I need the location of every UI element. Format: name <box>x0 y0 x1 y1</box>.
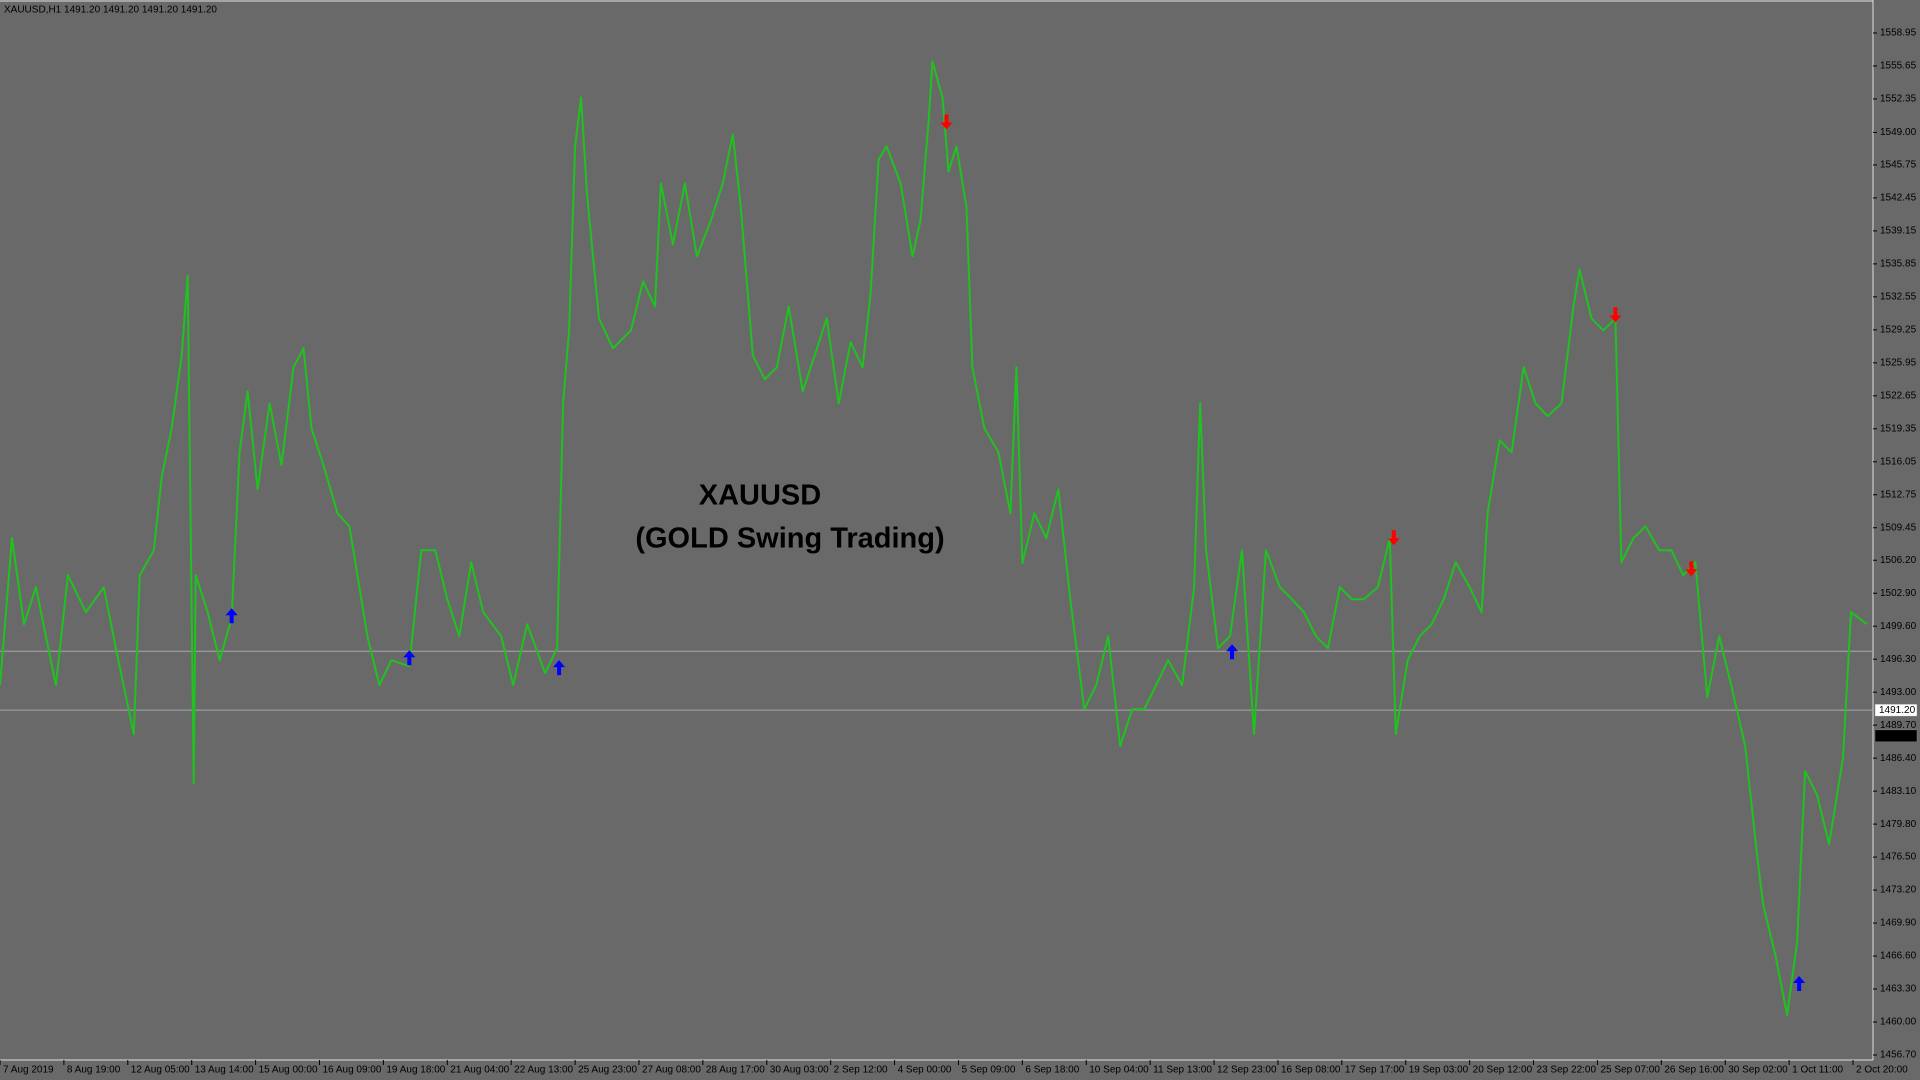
y-tick-label: 1483.10 <box>1880 786 1917 797</box>
x-tick-label: 25 Sep 07:00 <box>1600 1065 1660 1076</box>
x-tick-label: 16 Sep 08:00 <box>1281 1065 1341 1076</box>
y-tick-label: 1496.30 <box>1880 654 1917 665</box>
x-tick-label: 13 Aug 14:00 <box>195 1065 254 1076</box>
price-line-series <box>0 60 1868 1016</box>
x-tick-label: 19 Aug 18:00 <box>386 1065 445 1076</box>
x-tick-label: 16 Aug 09:00 <box>322 1065 381 1076</box>
x-tick-label: 22 Aug 13:00 <box>514 1065 573 1076</box>
y-tick-label: 1456.70 <box>1880 1050 1917 1061</box>
y-tick-label: 1539.15 <box>1880 226 1917 237</box>
x-tick-label: 2 Sep 12:00 <box>834 1065 888 1076</box>
x-tick-label: 20 Sep 12:00 <box>1473 1065 1533 1076</box>
x-tick-label: 8 Aug 19:00 <box>67 1065 121 1076</box>
x-tick-label: 1 Oct 11:00 <box>1792 1065 1843 1076</box>
y-tick-label: 1558.95 <box>1880 28 1917 39</box>
x-tick-label: 19 Sep 03:00 <box>1409 1065 1469 1076</box>
buy-arrow <box>403 650 416 666</box>
header: XAUUSD,H1 1491.20 1491.20 1491.20 1491.2… <box>4 5 217 16</box>
y-tick-label: 1535.85 <box>1880 259 1917 270</box>
x-tick-label: 6 Sep 18:00 <box>1025 1065 1079 1076</box>
x-tick-label: 11 Sep 13:00 <box>1153 1065 1212 1076</box>
x-tick-label: 26 Sep 16:00 <box>1664 1065 1724 1076</box>
y-tick-label: 1549.00 <box>1880 127 1917 138</box>
y-tick-label: 1486.40 <box>1880 753 1917 764</box>
price-label-box <box>1874 703 1918 717</box>
x-tick-label: 28 Aug 17:00 <box>706 1065 765 1076</box>
y-tick-label: 1552.35 <box>1880 94 1917 105</box>
y-tick-label: 1509.45 <box>1880 522 1917 533</box>
y-tick-label: 1525.95 <box>1880 357 1917 368</box>
chart-subtitle: (GOLD Swing Trading) <box>635 523 944 555</box>
y-tick-label: 1532.55 <box>1880 292 1917 303</box>
chart-title: XAUUSD <box>699 480 821 512</box>
y-tick-label: 1506.20 <box>1880 555 1917 566</box>
y-tick-label: 1493.00 <box>1880 687 1917 698</box>
price-label-box <box>1874 729 1918 743</box>
y-tick-label: 1460.00 <box>1880 1017 1917 1028</box>
x-tick-label: 5 Sep 09:00 <box>961 1065 1015 1076</box>
x-tick-label: 10 Sep 04:00 <box>1089 1065 1149 1076</box>
x-tick-label: 23 Sep 22:00 <box>1537 1065 1597 1076</box>
y-tick-label: 1522.65 <box>1880 390 1917 401</box>
y-tick-label: 1463.30 <box>1880 984 1917 995</box>
x-tick-label: 25 Aug 23:00 <box>578 1065 637 1076</box>
y-tick-label: 1516.05 <box>1880 456 1917 467</box>
y-tick-label: 1545.75 <box>1880 160 1917 171</box>
sell-arrow <box>1685 561 1698 577</box>
price-label: 1491.20 <box>1879 705 1916 716</box>
y-tick-label: 1529.25 <box>1880 324 1917 335</box>
y-tick-label: 1466.60 <box>1880 951 1917 962</box>
x-tick-label: 4 Sep 00:00 <box>898 1065 952 1076</box>
x-tick-label: 12 Aug 05:00 <box>131 1065 190 1076</box>
x-tick-label: 21 Aug 04:00 <box>450 1065 509 1076</box>
buy-arrow <box>1793 976 1806 992</box>
sell-arrow <box>1387 530 1400 546</box>
price-label: 1488.63 <box>1879 730 1916 741</box>
x-tick-label: 30 Sep 02:00 <box>1728 1065 1788 1076</box>
buy-arrow <box>1226 644 1239 660</box>
buy-arrow <box>225 608 238 624</box>
y-tick-label: 1542.45 <box>1880 193 1917 204</box>
sell-arrow <box>940 114 953 130</box>
x-tick-label: 30 Aug 03:00 <box>770 1065 829 1076</box>
y-tick-label: 1473.20 <box>1880 885 1917 896</box>
y-tick-label: 1555.65 <box>1880 61 1917 72</box>
y-tick-label: 1479.80 <box>1880 819 1917 830</box>
x-tick-label: 15 Aug 00:00 <box>259 1065 318 1076</box>
y-tick-label: 1512.75 <box>1880 489 1917 500</box>
buy-arrow <box>553 660 566 676</box>
y-tick-label: 1489.70 <box>1880 720 1917 731</box>
x-tick-label: 12 Sep 23:00 <box>1217 1065 1277 1076</box>
y-tick-label: 1502.90 <box>1880 588 1917 599</box>
x-tick-label: 17 Sep 17:00 <box>1345 1065 1405 1076</box>
x-tick-label: 2 Oct 20:00 <box>1856 1065 1908 1076</box>
x-tick-label: 7 Aug 2019 <box>3 1065 54 1076</box>
sell-arrow <box>1609 307 1622 323</box>
y-tick-label: 1476.50 <box>1880 852 1917 863</box>
y-tick-label: 1469.90 <box>1880 918 1917 929</box>
y-tick-label: 1519.35 <box>1880 423 1917 434</box>
x-tick-label: 27 Aug 08:00 <box>642 1065 701 1076</box>
y-tick-label: 1499.60 <box>1880 621 1917 632</box>
